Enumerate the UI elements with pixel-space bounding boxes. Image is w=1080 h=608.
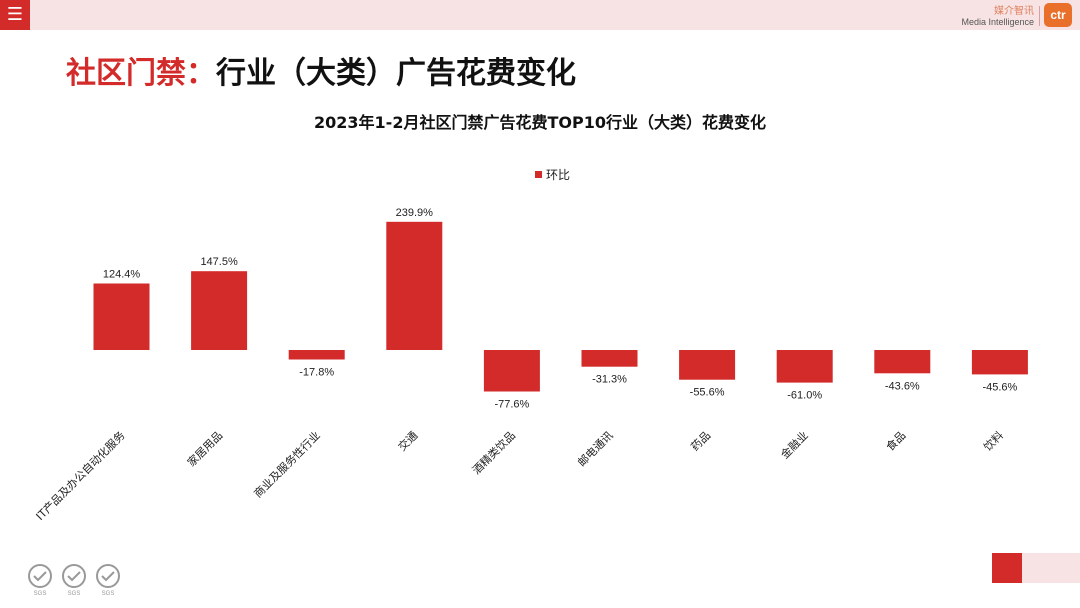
data-label: -61.0% (787, 390, 822, 402)
category-label: 饮料 (981, 428, 1006, 453)
category-label: 食品 (883, 428, 908, 453)
category-label: IT产品及办公自动化服务 (33, 428, 128, 523)
bar (191, 271, 248, 350)
footer-pink-block (1022, 553, 1080, 583)
data-label: -77.6% (494, 399, 529, 411)
data-label: -55.6% (690, 387, 725, 399)
category-label: 邮电通讯 (575, 429, 615, 469)
brand-cn: 媒介智讯 (994, 6, 1034, 17)
data-label: 124.4% (103, 269, 141, 281)
bar (581, 350, 638, 367)
ctr-logo: ctr (1044, 3, 1072, 27)
bar (874, 350, 931, 374)
page-title-rest: 行业（大类）广告花费变化 (216, 56, 576, 91)
logo-text: ctr (1050, 8, 1066, 22)
category-label: 金融业 (778, 428, 811, 461)
page-title-accent: 社区门禁： (66, 56, 216, 91)
svg-text:SGS: SGS (34, 591, 47, 597)
bar (386, 221, 443, 350)
data-label: -17.8% (299, 367, 334, 379)
chart-title: 2023年1-2月社区门禁广告花费TOP10行业（大类）花费变化 (314, 113, 766, 132)
data-label: -43.6% (885, 380, 920, 392)
svg-text:SGS: SGS (68, 591, 81, 597)
bar (679, 350, 736, 380)
footer-red-block (992, 553, 1022, 583)
page-title: 社区门禁：行业（大类）广告花费变化 (66, 48, 576, 92)
bar (93, 283, 150, 350)
bar (483, 350, 540, 392)
bar (971, 350, 1028, 375)
data-label: 239.9% (396, 207, 434, 219)
bar (288, 350, 345, 360)
category-label: 交通 (395, 428, 420, 453)
brand-text: 媒介智讯 Media Intelligence (961, 6, 1034, 28)
category-label: 酒精类饮品 (469, 428, 518, 477)
sgs-badge-icon: SGS (62, 564, 86, 597)
data-label: -31.3% (592, 374, 627, 386)
brand-divider (1039, 6, 1040, 26)
brand-en: Media Intelligence (961, 17, 1034, 27)
bar (776, 350, 833, 383)
hamburger-menu-button[interactable]: ☰ (0, 0, 30, 30)
legend-swatch (535, 171, 542, 178)
sgs-badge-icon: SGS (96, 564, 120, 597)
legend-label: 环比 (546, 168, 571, 182)
svg-text:SGS: SGS (102, 591, 115, 597)
data-label: 147.5% (200, 256, 238, 268)
sgs-badge-icon: SGS (28, 564, 52, 597)
hamburger-icon: ☰ (6, 4, 24, 25)
top-bar: ☰ 媒介智讯 Media Intelligence ctr (0, 0, 1080, 30)
category-label: 药品 (688, 429, 713, 454)
category-label: 商业及服务性行业 (251, 428, 323, 500)
certification-badges: SGS SGS SGS (25, 563, 123, 597)
data-label: -45.6% (982, 381, 1017, 393)
category-label: 家居用品 (184, 428, 225, 469)
chart-legend: 环比 (535, 166, 570, 183)
